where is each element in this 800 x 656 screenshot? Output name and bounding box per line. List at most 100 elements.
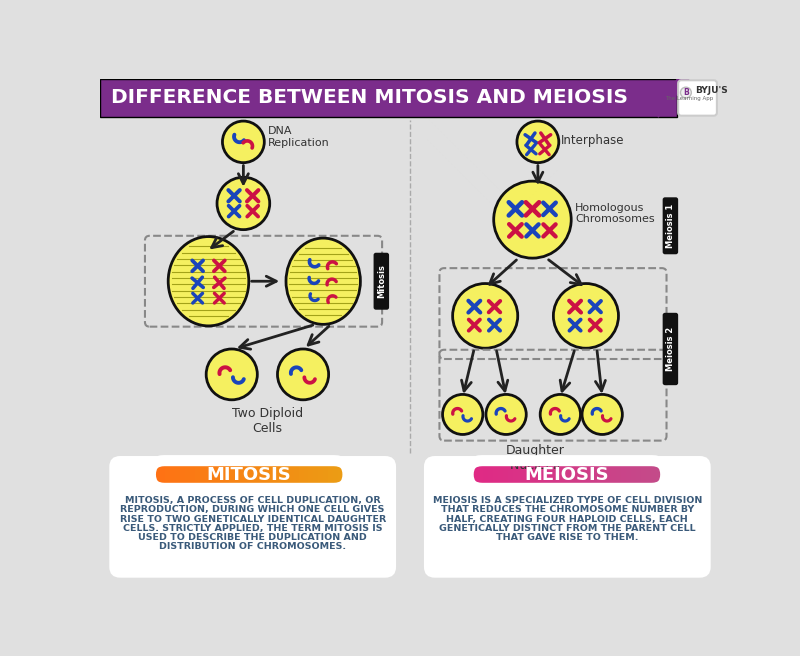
FancyBboxPatch shape xyxy=(333,461,339,488)
FancyBboxPatch shape xyxy=(678,80,717,115)
FancyBboxPatch shape xyxy=(175,461,181,488)
FancyBboxPatch shape xyxy=(592,461,598,488)
FancyBboxPatch shape xyxy=(468,461,474,488)
FancyBboxPatch shape xyxy=(165,461,171,488)
Circle shape xyxy=(517,121,558,163)
Text: MITOSIS, A PROCESS OF CELL DUPLICATION, OR: MITOSIS, A PROCESS OF CELL DUPLICATION, … xyxy=(125,496,381,505)
FancyBboxPatch shape xyxy=(518,461,523,488)
FancyBboxPatch shape xyxy=(249,461,255,488)
FancyBboxPatch shape xyxy=(483,461,489,488)
FancyBboxPatch shape xyxy=(284,461,290,488)
FancyBboxPatch shape xyxy=(230,461,235,488)
Text: DNA
Replication: DNA Replication xyxy=(268,127,330,148)
Circle shape xyxy=(681,87,691,98)
Text: Mitosis: Mitosis xyxy=(377,264,386,298)
FancyBboxPatch shape xyxy=(631,461,637,488)
FancyBboxPatch shape xyxy=(269,461,274,488)
FancyBboxPatch shape xyxy=(547,461,553,488)
Text: USED TO DESCRIBE THE DUPLICATION AND: USED TO DESCRIBE THE DUPLICATION AND xyxy=(138,533,367,542)
FancyBboxPatch shape xyxy=(552,461,558,488)
Circle shape xyxy=(206,349,258,400)
FancyBboxPatch shape xyxy=(328,461,334,488)
FancyBboxPatch shape xyxy=(646,461,652,488)
FancyBboxPatch shape xyxy=(195,461,201,488)
FancyBboxPatch shape xyxy=(264,461,270,488)
FancyBboxPatch shape xyxy=(626,461,632,488)
FancyBboxPatch shape xyxy=(527,461,533,488)
FancyBboxPatch shape xyxy=(498,461,503,488)
Text: GENETICALLY DISTINCT FROM THE PARENT CELL: GENETICALLY DISTINCT FROM THE PARENT CEL… xyxy=(439,523,696,533)
Text: Two Diploid
Cells: Two Diploid Cells xyxy=(232,407,303,435)
FancyBboxPatch shape xyxy=(323,461,329,488)
FancyBboxPatch shape xyxy=(542,461,548,488)
FancyBboxPatch shape xyxy=(259,461,265,488)
Text: B: B xyxy=(683,88,689,97)
FancyBboxPatch shape xyxy=(170,461,176,488)
Text: MEIOSIS IS A SPECIALIZED TYPE OF CELL DIVISION: MEIOSIS IS A SPECIALIZED TYPE OF CELL DI… xyxy=(433,496,702,505)
Circle shape xyxy=(554,283,618,348)
FancyBboxPatch shape xyxy=(656,461,662,488)
FancyBboxPatch shape xyxy=(611,461,617,488)
Text: HALF, CREATING FOUR HAPLOID CELLS, EACH: HALF, CREATING FOUR HAPLOID CELLS, EACH xyxy=(446,514,688,523)
Circle shape xyxy=(486,394,526,434)
FancyBboxPatch shape xyxy=(314,461,319,488)
Text: MITOSIS: MITOSIS xyxy=(207,466,291,483)
Text: DISTRIBUTION OF CHROMOSOMES.: DISTRIBUTION OF CHROMOSOMES. xyxy=(159,543,346,551)
Text: Interphase: Interphase xyxy=(561,134,625,147)
FancyBboxPatch shape xyxy=(493,461,498,488)
Circle shape xyxy=(582,394,622,434)
FancyBboxPatch shape xyxy=(567,461,573,488)
FancyBboxPatch shape xyxy=(473,461,478,488)
FancyBboxPatch shape xyxy=(424,456,710,578)
FancyBboxPatch shape xyxy=(100,79,678,117)
FancyBboxPatch shape xyxy=(298,461,304,488)
FancyBboxPatch shape xyxy=(338,461,344,488)
Text: Homologous
Chromosomes: Homologous Chromosomes xyxy=(575,203,654,224)
Text: REPRODUCTION, DURING WHICH ONE CELL GIVES: REPRODUCTION, DURING WHICH ONE CELL GIVE… xyxy=(121,505,385,514)
FancyBboxPatch shape xyxy=(622,461,627,488)
Text: THAT GAVE RISE TO THEM.: THAT GAVE RISE TO THEM. xyxy=(496,533,638,542)
FancyBboxPatch shape xyxy=(150,461,156,488)
FancyBboxPatch shape xyxy=(374,253,389,310)
FancyBboxPatch shape xyxy=(254,461,260,488)
FancyBboxPatch shape xyxy=(606,461,612,488)
Text: Daughter
Nuclei II: Daughter Nuclei II xyxy=(506,443,565,472)
FancyBboxPatch shape xyxy=(586,461,593,488)
FancyBboxPatch shape xyxy=(239,461,245,488)
FancyBboxPatch shape xyxy=(225,461,230,488)
FancyBboxPatch shape xyxy=(309,461,314,488)
FancyBboxPatch shape xyxy=(641,461,646,488)
FancyBboxPatch shape xyxy=(488,461,494,488)
FancyBboxPatch shape xyxy=(294,461,299,488)
FancyBboxPatch shape xyxy=(210,461,215,488)
FancyBboxPatch shape xyxy=(234,461,240,488)
Text: RISE TO TWO GENETICALLY IDENTICAL DAUGHTER: RISE TO TWO GENETICALLY IDENTICAL DAUGHT… xyxy=(119,514,386,523)
FancyBboxPatch shape xyxy=(557,461,562,488)
FancyBboxPatch shape xyxy=(343,461,349,488)
Text: The Learning App: The Learning App xyxy=(665,96,713,101)
FancyBboxPatch shape xyxy=(508,461,514,488)
Circle shape xyxy=(278,349,329,400)
Text: Meiosis 1: Meiosis 1 xyxy=(666,203,675,248)
FancyBboxPatch shape xyxy=(502,461,509,488)
FancyBboxPatch shape xyxy=(318,461,324,488)
FancyBboxPatch shape xyxy=(577,461,582,488)
Text: CELLS. STRICTLY APPLIED, THE TERM MITOSIS IS: CELLS. STRICTLY APPLIED, THE TERM MITOSI… xyxy=(123,523,382,533)
FancyBboxPatch shape xyxy=(522,461,528,488)
FancyBboxPatch shape xyxy=(602,461,607,488)
FancyBboxPatch shape xyxy=(661,461,666,488)
FancyBboxPatch shape xyxy=(160,461,166,488)
FancyBboxPatch shape xyxy=(200,461,206,488)
FancyBboxPatch shape xyxy=(205,461,210,488)
Circle shape xyxy=(453,283,518,348)
FancyBboxPatch shape xyxy=(219,461,226,488)
FancyBboxPatch shape xyxy=(289,461,294,488)
FancyBboxPatch shape xyxy=(616,461,622,488)
FancyBboxPatch shape xyxy=(582,461,587,488)
FancyBboxPatch shape xyxy=(180,461,186,488)
Text: MEIOSIS: MEIOSIS xyxy=(525,466,610,483)
Circle shape xyxy=(222,121,264,163)
Circle shape xyxy=(217,177,270,230)
FancyBboxPatch shape xyxy=(538,461,543,488)
FancyBboxPatch shape xyxy=(636,461,642,488)
